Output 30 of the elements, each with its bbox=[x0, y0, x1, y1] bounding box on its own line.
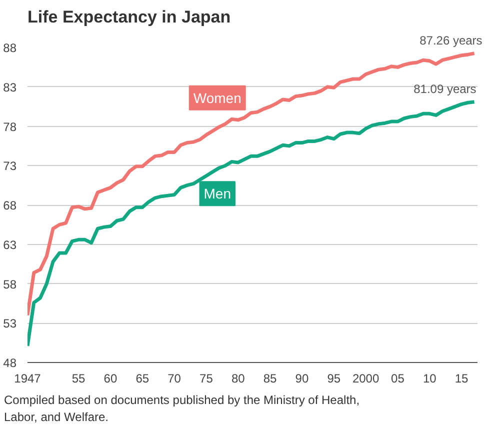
x-tick-label: 65 bbox=[136, 372, 150, 386]
x-tick-label: 70 bbox=[168, 372, 182, 386]
y-tick-label: 78 bbox=[3, 120, 17, 134]
y-tick-label: 83 bbox=[3, 80, 17, 94]
x-tick-label: 75 bbox=[200, 372, 214, 386]
x-tick-label: 15 bbox=[454, 372, 469, 386]
y-tick-label: 68 bbox=[3, 198, 17, 212]
annotation: 87.26 years bbox=[420, 34, 482, 48]
annotation: 81.09 years bbox=[414, 82, 476, 96]
y-tick-label: 88 bbox=[3, 41, 17, 55]
y-tick-label: 58 bbox=[3, 277, 17, 292]
text: Compiled based on documents published by the Ministry of Health, Labor, and Welfare. bbox=[4, 392, 361, 426]
x-tick-label: 60 bbox=[104, 372, 118, 386]
x-tick-label: 95 bbox=[327, 372, 341, 386]
y-tick-label: 48 bbox=[3, 356, 17, 370]
line-series bbox=[28, 52, 476, 317]
chart-title: Life Expectancy in Japan bbox=[28, 8, 231, 26]
x-tick-label: 85 bbox=[263, 372, 278, 386]
y-tick-label: 73 bbox=[3, 159, 17, 174]
series-label: Women bbox=[193, 90, 242, 106]
x-tick-label: 1947 bbox=[14, 372, 42, 386]
x-tick-label: 10 bbox=[422, 372, 437, 386]
y-tick-label: 53 bbox=[3, 316, 17, 331]
y-tick-label: 63 bbox=[3, 238, 17, 252]
x-tick-label: 90 bbox=[295, 372, 309, 386]
series-label: Men bbox=[204, 186, 231, 202]
x-tick-label: 2000 bbox=[352, 372, 380, 386]
x-tick-label: 55 bbox=[72, 372, 86, 386]
x-tick-label: 80 bbox=[231, 372, 246, 386]
x-tick-label: 05 bbox=[391, 372, 405, 386]
